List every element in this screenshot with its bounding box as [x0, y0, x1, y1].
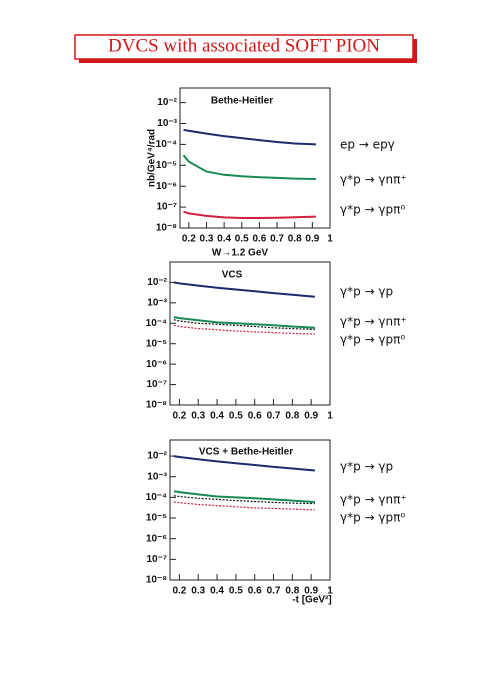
legend-label: γ*p → γnπ⁺ [340, 493, 407, 507]
x-tick-label: 0.9 [305, 234, 319, 245]
y-tick-label: 10⁻⁵ [146, 513, 167, 524]
y-tick-label: 10⁻⁷ [146, 379, 167, 390]
series-line [183, 128, 316, 146]
y-tick-label: 10⁻⁴ [146, 318, 167, 329]
plot-title: VCS + Bethe-Heitler [199, 447, 293, 458]
series-line [183, 210, 316, 219]
x-tick-label: 0.9 [304, 411, 318, 422]
x-tick-label: 0.2 [182, 234, 196, 245]
legend-label: γ*p → γpπ⁰ [340, 333, 405, 347]
y-tick-label: 10⁻³ [157, 118, 177, 129]
series-line [182, 154, 316, 180]
x-tick-label: 0.5 [229, 586, 243, 597]
x-tick-label: 0.5 [235, 234, 249, 245]
series-line [173, 281, 315, 298]
legend-label: γ*p → γpπ⁰ [340, 203, 405, 217]
x-tick-label: 0.2 [172, 411, 186, 422]
plot-frame [169, 261, 331, 406]
x-tick-label: 0.7 [267, 411, 281, 422]
plot-frame [169, 439, 331, 581]
x-tick-label: 0.4 [217, 234, 231, 245]
legend-label: γ*p → γnπ⁺ [340, 315, 407, 329]
x-tick-label: 0.5 [229, 411, 243, 422]
series-line [173, 316, 315, 329]
x-tick-label: 0.8 [285, 411, 299, 422]
x-tick-label: 0.6 [252, 234, 266, 245]
y-tick-label: 10⁻⁸ [146, 400, 167, 411]
legend-label: γ*p → γpπ⁰ [340, 511, 405, 525]
series-line [173, 490, 315, 503]
y-tick-label: 10⁻² [157, 97, 177, 108]
y-tick-label: 10⁻⁶ [146, 359, 167, 370]
x-axis-label: W→1.2 GeV [212, 248, 268, 259]
y-tick-label: 10⁻² [147, 451, 167, 462]
legend-label: ep → epγ [340, 138, 395, 152]
series-line [173, 324, 315, 335]
y-tick-label: 10⁻⁵ [156, 160, 177, 171]
x-tick-label: 0.2 [172, 586, 186, 597]
y-tick-label: 10⁻⁸ [146, 575, 167, 586]
series-line [173, 501, 315, 511]
x-tick-label: 0.4 [210, 586, 224, 597]
x-axis-label: -t [GeV²] [292, 595, 331, 606]
x-tick-label: 0.3 [191, 411, 205, 422]
y-tick-label: 10⁻⁶ [146, 533, 167, 544]
y-tick-label: 10⁻⁷ [146, 554, 167, 565]
y-tick-label: 10⁻⁸ [156, 223, 177, 234]
plot-title: Bethe-Heitler [211, 96, 273, 107]
x-tick-label: 0.6 [248, 586, 262, 597]
y-axis-label: nb/GeV⁴/rad [147, 129, 158, 187]
series-line [173, 455, 315, 472]
x-tick-label: 0.9 [304, 586, 318, 597]
legend-label: γ*p → γp [340, 285, 393, 299]
x-tick-label: 1 [327, 234, 333, 245]
legend-label: γ*p → γnπ⁺ [340, 173, 407, 187]
y-tick-label: 10⁻⁴ [146, 492, 167, 503]
x-tick-label: 1 [327, 411, 333, 422]
x-tick-label: 0.8 [285, 586, 299, 597]
page-title: DVCS with associated SOFT PION [108, 35, 380, 56]
x-tick-label: 0.7 [270, 234, 284, 245]
y-tick-label: 10⁻³ [147, 471, 167, 482]
x-tick-label: 0.3 [200, 234, 214, 245]
y-tick-label: 10⁻² [147, 277, 167, 288]
x-tick-label: 0.8 [288, 234, 302, 245]
x-tick-label: 0.6 [248, 411, 262, 422]
x-tick-label: 1 [327, 586, 333, 597]
x-tick-label: 0.4 [210, 411, 224, 422]
x-tick-label: 0.7 [267, 586, 281, 597]
legend-label: γ*p → γp [340, 460, 393, 474]
y-tick-label: 10⁻³ [147, 297, 167, 308]
plot-frame [179, 87, 331, 229]
y-tick-label: 10⁻⁶ [156, 181, 177, 192]
y-tick-label: 10⁻⁵ [146, 338, 167, 349]
y-tick-label: 10⁻⁴ [156, 139, 177, 150]
series-line [173, 319, 315, 330]
plot-title: VCS [222, 270, 243, 281]
title-box [74, 34, 414, 60]
x-tick-label: 0.3 [191, 586, 205, 597]
y-tick-label: 10⁻⁷ [156, 202, 177, 213]
series-line [173, 495, 315, 505]
